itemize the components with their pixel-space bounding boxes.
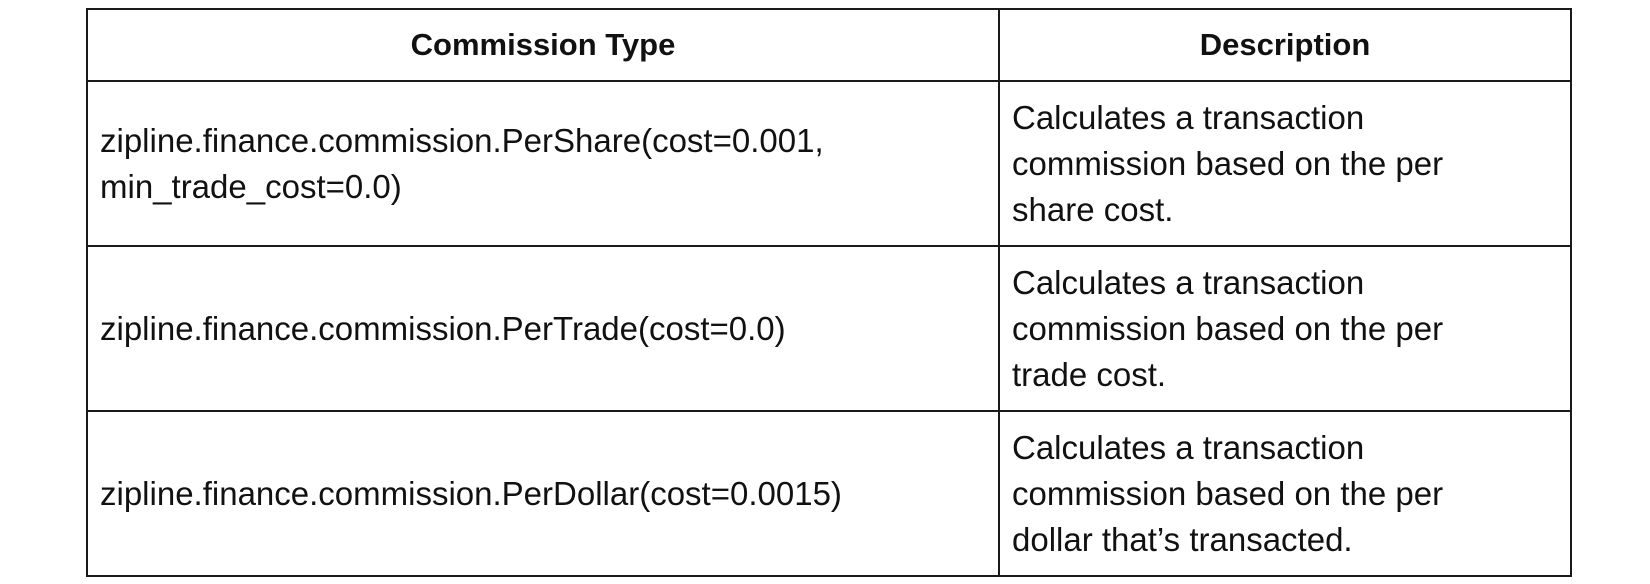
commission-type-cell: zipline.finance.commission.PerShare(cost… (86, 80, 1000, 247)
description-cell: Calculates a transaction commission base… (998, 245, 1572, 412)
table-row: zipline.finance.commission.PerShare(cost… (86, 80, 1572, 247)
table-header-row: Commission Type Description (86, 8, 1572, 82)
description-cell: Calculates a transaction commission base… (998, 80, 1572, 247)
header-description: Description (998, 8, 1572, 82)
commission-type-cell: zipline.finance.commission.PerTrade(cost… (86, 245, 1000, 412)
description-cell: Calculates a transaction commission base… (998, 410, 1572, 577)
commission-types-table: Commission Type Description zipline.fina… (86, 8, 1572, 577)
commission-table-container: Commission Type Description zipline.fina… (86, 8, 1572, 577)
header-commission-type: Commission Type (86, 8, 1000, 82)
table-row: zipline.finance.commission.PerTrade(cost… (86, 245, 1572, 412)
commission-type-cell: zipline.finance.commission.PerDollar(cos… (86, 410, 1000, 577)
table-row: zipline.finance.commission.PerDollar(cos… (86, 410, 1572, 577)
